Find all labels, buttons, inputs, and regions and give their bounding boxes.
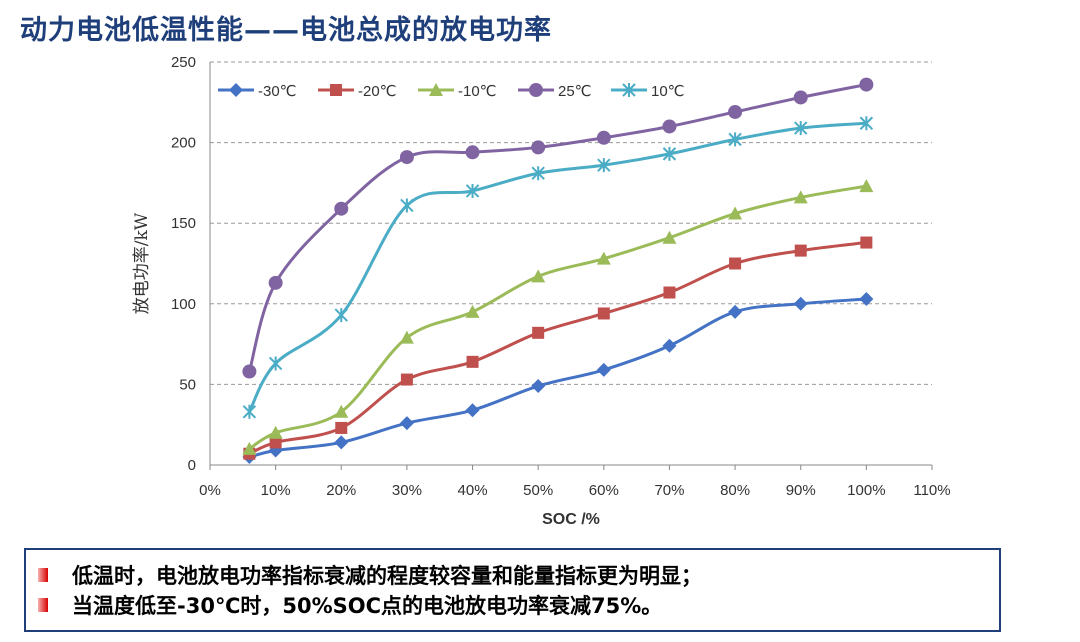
legend-marker [429, 83, 443, 96]
data-point [663, 286, 676, 299]
x-tick-label: 90% [786, 482, 816, 499]
x-axis-label: SOC /% [542, 511, 600, 528]
data-point [268, 275, 283, 290]
data-point [859, 116, 874, 131]
x-tick-label: 80% [720, 482, 750, 499]
data-point [531, 379, 546, 394]
data-point [400, 373, 413, 386]
x-tick-label: 40% [458, 482, 488, 499]
data-point [399, 416, 414, 431]
data-point [859, 291, 874, 306]
data-point [662, 119, 677, 134]
x-tick-label: 50% [523, 482, 553, 499]
x-tick-label: 30% [392, 482, 422, 499]
data-point [334, 308, 348, 323]
data-point [399, 330, 414, 344]
data-point [531, 166, 545, 181]
data-point [728, 132, 742, 147]
bullet-icon [38, 598, 48, 612]
legend-label: 25℃ [558, 83, 592, 100]
data-point [662, 338, 677, 353]
data-point [268, 425, 283, 439]
data-point [728, 206, 743, 220]
data-point [334, 201, 349, 216]
x-tick-label: 110% [913, 482, 950, 499]
data-point [242, 404, 257, 419]
legend-marker [529, 83, 543, 97]
note-item: 当温度低至-30℃时，50%SOC点的电池放电功率衰减75%。 [38, 590, 987, 620]
legend-label: -20℃ [358, 83, 397, 100]
data-point [334, 435, 349, 450]
x-tick-label: 10% [261, 482, 291, 499]
legend-marker [330, 84, 342, 96]
x-tick-label: 100% [847, 482, 885, 499]
data-point [465, 145, 480, 160]
data-point [465, 403, 480, 418]
chart: 0 50 100 150 200 250 0% 10% 20% 30% 40% 50% 60% 70% 80… [132, 54, 951, 528]
series-line-4 [248, 121, 867, 413]
data-point [662, 146, 677, 161]
data-point [242, 441, 257, 455]
data-point [532, 326, 545, 339]
notes-box: 低温时，电池放电功率指标衰减的程度较容量和能量指标更为明显； 当温度低至-30℃… [24, 548, 1001, 632]
y-tick-label: 200 [171, 135, 196, 152]
data-point [728, 304, 743, 319]
data-point [597, 158, 611, 173]
data-point [399, 150, 414, 165]
data-point [860, 236, 873, 249]
data-point [662, 230, 677, 244]
data-point [242, 364, 257, 379]
data-point [596, 362, 611, 377]
data-point [531, 140, 546, 155]
data-point [793, 90, 808, 105]
note-item: 低温时，电池放电功率指标衰减的程度较容量和能量指标更为明显； [38, 560, 987, 590]
x-tick-label: 20% [326, 482, 356, 499]
data-point [334, 404, 349, 418]
data-point [596, 251, 611, 265]
legend-label: -30℃ [258, 83, 297, 100]
data-point [793, 296, 808, 311]
data-point [794, 121, 808, 136]
x-tick-label: 0% [199, 482, 221, 499]
data-point [400, 198, 414, 213]
x-tick-label: 60% [589, 482, 619, 499]
data-point [465, 183, 480, 198]
y-axis-label: 放电功率/kW [132, 212, 152, 314]
legend-label: -10℃ [458, 83, 497, 100]
data-point [859, 77, 874, 92]
data-point [531, 269, 546, 283]
note-text: 低温时，电池放电功率指标衰减的程度较容量和能量指标更为明显； [72, 564, 702, 588]
data-point [859, 179, 874, 193]
legend-marker [622, 83, 636, 97]
data-point [596, 130, 611, 145]
legend-label: 10℃ [651, 83, 685, 100]
data-point [335, 421, 348, 434]
x-tick-label: 70% [654, 482, 684, 499]
data-point [269, 436, 282, 449]
data-point [793, 190, 808, 204]
data-point [466, 355, 479, 368]
note-text: 当温度低至-30℃时，50%SOC点的电池放电功率衰减75%。 [72, 594, 663, 618]
bullet-icon [38, 568, 48, 582]
series-line-3 [247, 83, 867, 372]
y-tick-label: 250 [171, 54, 196, 71]
page-title: 动力电池低温性能——电池总成的放电功率 [20, 15, 552, 46]
data-point [597, 307, 610, 320]
y-tick-label: 0 [188, 457, 196, 474]
y-tick-label: 100 [171, 296, 196, 313]
data-point [465, 304, 480, 318]
data-point [268, 356, 283, 371]
y-tick-label: 150 [171, 215, 196, 232]
y-tick-label: 50 [179, 376, 196, 393]
legend-marker [229, 83, 243, 97]
data-point [729, 257, 742, 270]
data-point [794, 244, 807, 257]
data-point [728, 104, 743, 119]
